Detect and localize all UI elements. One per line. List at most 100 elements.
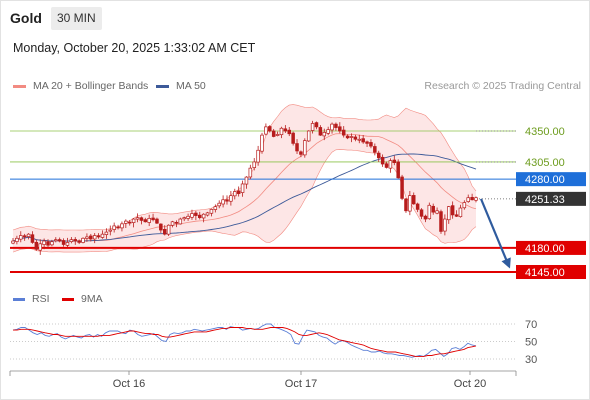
candle-body <box>194 212 198 216</box>
candle-body <box>198 214 202 219</box>
candle-body <box>264 126 268 135</box>
candle <box>225 195 229 205</box>
candle <box>361 135 365 144</box>
candle <box>373 143 377 156</box>
candle <box>30 231 35 244</box>
candle-body <box>77 240 81 243</box>
candle <box>415 202 420 213</box>
candle-body <box>229 195 233 202</box>
candle <box>19 231 23 243</box>
candle-body <box>404 198 408 212</box>
candle <box>299 150 303 158</box>
candle-body <box>19 235 23 240</box>
candle <box>345 134 350 140</box>
legend-rsi-ma: 9MA <box>62 293 103 305</box>
candle-body <box>283 128 288 132</box>
candle <box>143 217 148 223</box>
candle-body <box>260 134 264 152</box>
candle-body <box>85 236 89 239</box>
candle <box>295 139 299 154</box>
candle <box>369 139 373 149</box>
candle-body <box>295 143 299 152</box>
timeframe-button[interactable]: 30 MIN <box>51 7 102 30</box>
candle-body <box>334 123 338 128</box>
candle <box>213 204 218 213</box>
legend-rsi: RSI <box>13 293 50 305</box>
rsi-line <box>12 323 477 358</box>
candle <box>252 158 256 171</box>
candle-body <box>322 132 327 137</box>
candle-body <box>365 141 369 144</box>
candle <box>341 126 346 138</box>
candle-body <box>201 213 206 219</box>
rsi-swatch <box>13 297 25 301</box>
candle <box>338 122 342 134</box>
candle-body <box>439 211 443 232</box>
x-tick-label: Oct 16 <box>113 378 145 390</box>
candle <box>291 131 295 146</box>
candle <box>217 200 221 209</box>
candle <box>322 128 327 141</box>
candle <box>170 220 175 228</box>
bollinger-legend-label: MA 20 + Bollinger Bands <box>33 80 149 92</box>
candle <box>310 120 315 134</box>
candle-body <box>15 237 19 242</box>
candle-body <box>318 127 323 136</box>
candle-body <box>112 225 116 230</box>
candle <box>221 195 225 208</box>
candle-body <box>310 123 315 131</box>
candle <box>349 133 354 143</box>
candle-body <box>353 136 358 140</box>
candle <box>69 237 74 244</box>
candle <box>275 131 280 137</box>
candle-body <box>396 161 400 179</box>
candle-body <box>42 240 46 245</box>
candle-body <box>120 223 124 229</box>
candle <box>287 126 291 137</box>
candle-body <box>30 234 35 243</box>
candle-body <box>81 237 85 243</box>
candle <box>431 203 435 215</box>
candle-body <box>450 205 455 216</box>
level-label-4251-33: 4251.33 <box>525 194 565 206</box>
candle-body <box>330 123 334 131</box>
candle-body <box>26 233 31 237</box>
candle-body <box>392 159 397 163</box>
candle <box>248 164 253 180</box>
rsi-ma-line <box>13 327 477 357</box>
candle <box>392 155 397 166</box>
candle-body <box>38 243 42 251</box>
candle <box>22 233 27 241</box>
candle-body <box>116 226 120 229</box>
candle <box>85 233 89 242</box>
candle-body <box>50 241 54 246</box>
candle <box>155 217 159 225</box>
candle <box>42 238 46 250</box>
candle-body <box>209 209 214 214</box>
candle <box>124 219 128 228</box>
candle <box>447 205 451 224</box>
candle <box>271 128 276 138</box>
candle-body <box>345 135 350 139</box>
candle-body <box>419 209 424 217</box>
candle <box>135 213 140 223</box>
candle <box>89 233 93 242</box>
candle <box>174 220 179 228</box>
candle <box>462 200 467 210</box>
candle <box>400 174 404 201</box>
candle <box>408 190 412 216</box>
candle-body <box>447 206 451 221</box>
candle-body <box>205 212 210 216</box>
candle <box>11 238 15 245</box>
candle-body <box>349 136 354 138</box>
level-tag-4251-33 <box>516 191 586 206</box>
candle-body <box>217 202 221 207</box>
candle <box>186 213 190 221</box>
candle <box>120 221 124 232</box>
candle <box>427 202 432 220</box>
candle-body <box>248 167 253 178</box>
bollinger-band-fill <box>13 104 476 253</box>
bollinger-upper-line <box>12 104 477 231</box>
candle <box>326 126 330 136</box>
